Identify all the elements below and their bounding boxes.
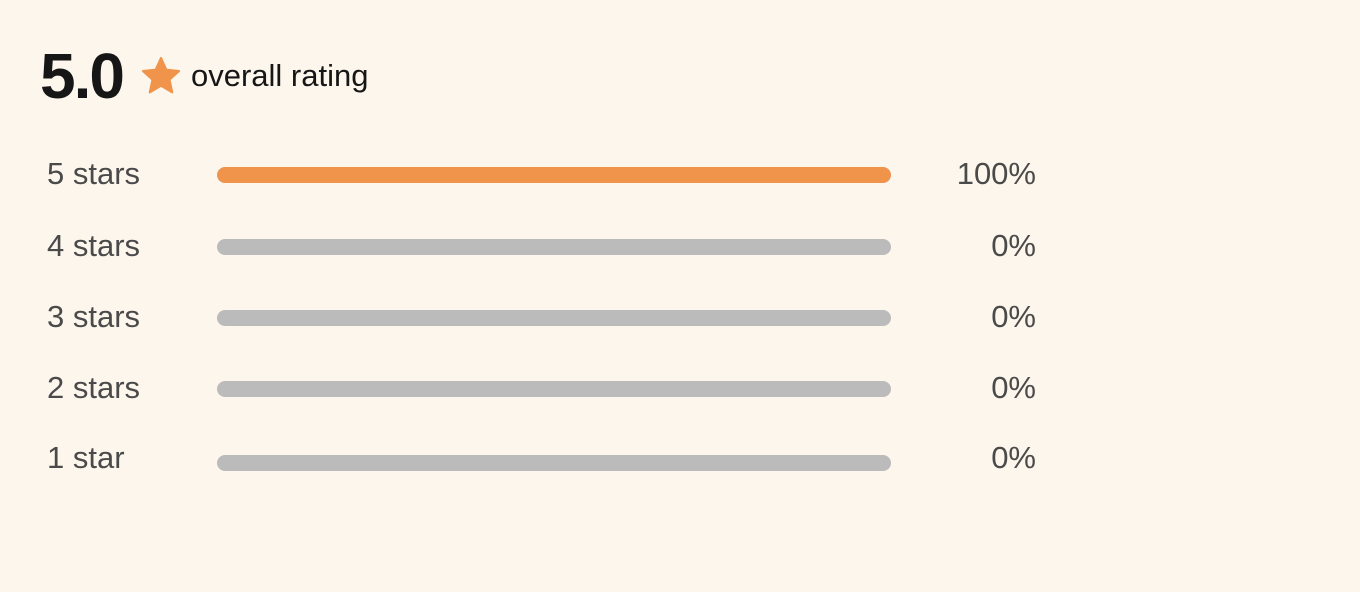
rating-row-percent: 0% <box>991 299 1036 334</box>
rating-bar-track <box>217 310 891 326</box>
rating-row-label: 5 stars <box>47 156 141 191</box>
rating-row-percent: 100% <box>956 156 1036 191</box>
rating-row-label: 1 star <box>47 440 125 475</box>
rating-row-label: 3 stars <box>47 299 141 334</box>
overall-score: 5.0 <box>40 40 125 112</box>
overall-rating-label: overall rating <box>190 58 369 93</box>
rating-row-percent: 0% <box>991 228 1036 263</box>
rating-row-1: 1 star 0% <box>40 438 1040 478</box>
rating-bar-fill <box>217 167 891 183</box>
overall-rating-header: 5.0 overall rating <box>40 40 1040 112</box>
rating-row-2: 2 stars 0% <box>40 368 1040 408</box>
rating-row-percent: 0% <box>991 370 1036 405</box>
rating-bar-track <box>217 239 891 255</box>
rating-row-label: 4 stars <box>47 228 141 263</box>
rating-bar-track <box>217 167 891 183</box>
star-icon <box>139 54 183 98</box>
rating-row-label: 2 stars <box>47 370 141 405</box>
rating-row-3: 3 stars 0% <box>40 297 1040 337</box>
rating-summary-panel: 5.0 overall rating 5 stars 100% 4 stars … <box>40 40 1040 475</box>
rating-row-percent: 0% <box>991 440 1036 475</box>
rating-bar-track <box>217 455 891 471</box>
rating-row-4: 4 stars 0% <box>40 226 1040 266</box>
rating-bar-track <box>217 381 891 397</box>
rating-row-5: 5 stars 100% <box>40 154 1040 194</box>
